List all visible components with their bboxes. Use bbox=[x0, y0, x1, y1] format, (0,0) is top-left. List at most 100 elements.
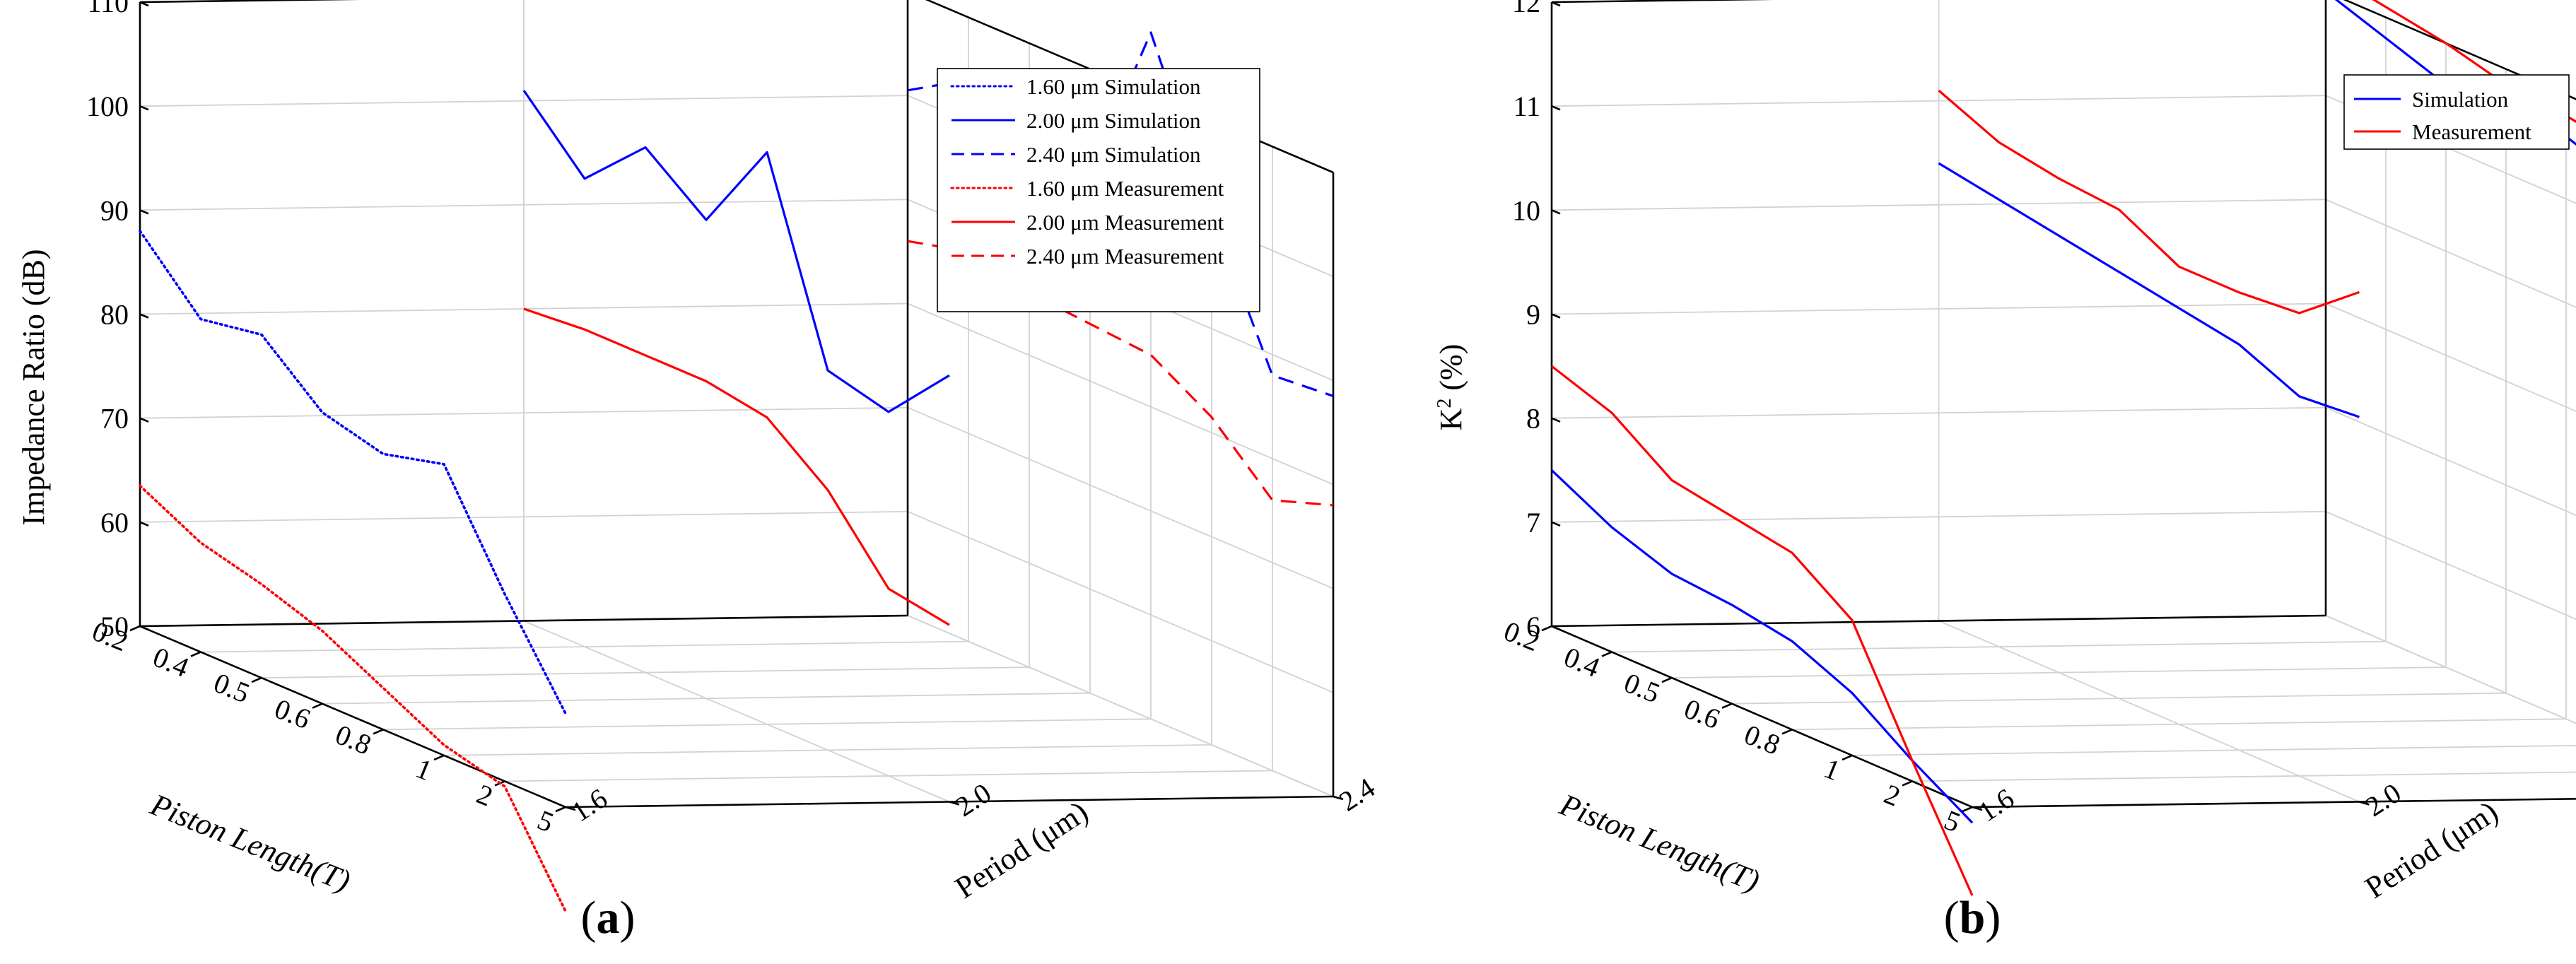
series-line bbox=[139, 229, 567, 715]
gridline bbox=[907, 302, 1334, 486]
y-tick-label: 2.0 bbox=[2360, 777, 2406, 823]
z-tick-label: 80 bbox=[100, 299, 129, 331]
x-tick-label: 0.4 bbox=[1559, 640, 1604, 683]
z-tick-label: 90 bbox=[100, 194, 129, 226]
legend-entry: 2.00 μm Measurement bbox=[1026, 210, 1224, 235]
x-axis-line bbox=[139, 625, 566, 809]
gridline bbox=[907, 406, 1334, 589]
z-tick-mark bbox=[1551, 105, 1561, 111]
x-tick-mark bbox=[1541, 625, 1552, 632]
z-tick-label: 6 bbox=[1526, 611, 1540, 642]
legend-entry: 1.60 μm Measurement bbox=[1026, 176, 1224, 201]
legend-box bbox=[937, 68, 1260, 312]
series-line bbox=[523, 307, 950, 626]
gridline bbox=[1551, 95, 2326, 107]
gridline bbox=[1551, 510, 2326, 523]
panel-label-open: ( bbox=[1944, 892, 1960, 944]
y-tick-label: 1.6 bbox=[566, 782, 612, 828]
panel-b: 0.20.40.50.60.81251.62.02.46789101112Pis… bbox=[1434, 0, 2576, 944]
z-tick-mark bbox=[1551, 521, 1561, 527]
legend: 1.60 μm Simulation 2.00 μm Simulation 2.40… bbox=[937, 68, 1260, 312]
gridline bbox=[1911, 771, 2576, 782]
gridline bbox=[1851, 744, 2576, 756]
gridline bbox=[2325, 510, 2576, 621]
gridline bbox=[907, 615, 1334, 797]
x-tick-label: 0.5 bbox=[209, 666, 254, 709]
z-tick-mark bbox=[1551, 625, 1561, 631]
gridline bbox=[2325, 199, 2576, 308]
gridline bbox=[2325, 406, 2576, 516]
z-tick-label: 110 bbox=[87, 0, 129, 18]
z-tick-mark bbox=[1551, 1, 1561, 7]
z-tick-label: 7 bbox=[1526, 507, 1540, 539]
z-axis-label-main: K bbox=[1434, 408, 1468, 430]
z-tick-label: 9 bbox=[1526, 299, 1540, 331]
box-edge bbox=[1551, 614, 2326, 628]
x-axis-label: Piston Length(T) bbox=[146, 787, 356, 898]
x-tick-label: 0.4 bbox=[148, 640, 193, 683]
gridline bbox=[523, 620, 950, 803]
gridline bbox=[2325, 615, 2576, 724]
x-tick-mark bbox=[190, 651, 201, 657]
panel-label: (a) bbox=[581, 892, 636, 944]
z-tick-mark bbox=[139, 105, 149, 111]
z-tick-label: 50 bbox=[100, 611, 129, 642]
x-tick-mark bbox=[555, 806, 566, 813]
x-tick-mark bbox=[1781, 729, 1793, 735]
z-tick-mark bbox=[139, 209, 149, 215]
series-line bbox=[522, 90, 950, 413]
z-axis-label-tail: (%) bbox=[1434, 344, 1468, 399]
gridline bbox=[1938, 620, 2360, 803]
y-tick-mark bbox=[1333, 795, 1344, 801]
z-tick-label: 8 bbox=[1526, 403, 1540, 435]
series-line bbox=[907, 240, 1334, 507]
z-tick-labels: 6 7 8 9 10 11 12 bbox=[1512, 0, 1561, 642]
box-edge bbox=[139, 0, 361, 4]
x-tick-label: 1 bbox=[1820, 752, 1844, 787]
z-tick-mark bbox=[1551, 209, 1561, 215]
gridline bbox=[1551, 302, 2326, 315]
x-tick-label: 2 bbox=[1880, 778, 1904, 813]
x-tick-label: 0.6 bbox=[1680, 693, 1724, 735]
z-axis-label: K2 (%) bbox=[1434, 344, 1469, 431]
legend-entry: 2.40 μm Simulation bbox=[1026, 142, 1201, 167]
legend-entry: Simulation bbox=[2412, 87, 2509, 112]
gridline bbox=[1551, 406, 2326, 419]
x-tick-label: 2 bbox=[472, 778, 497, 813]
legend-box bbox=[2343, 74, 2570, 150]
panel-label: (b) bbox=[1944, 892, 2001, 944]
gridline bbox=[139, 95, 908, 107]
z-tick-label: 12 bbox=[1512, 0, 1540, 18]
y-tick-labels: 1.6 2.0 2.4 bbox=[565, 772, 1381, 828]
gridline bbox=[139, 406, 908, 419]
gridline bbox=[907, 510, 1334, 693]
x-tick-mark bbox=[1962, 806, 1973, 813]
z-tick-mark bbox=[139, 313, 149, 319]
z-tick-mark bbox=[139, 417, 149, 423]
z-axis-label: Impedance Ratio (dB) bbox=[16, 249, 51, 526]
series-line bbox=[1551, 365, 1974, 896]
x-tick-mark bbox=[433, 754, 445, 761]
y-tick-label: 2.0 bbox=[949, 777, 996, 823]
panel-label-letter: b bbox=[1960, 892, 1986, 944]
x-tick-label: 5 bbox=[533, 804, 558, 838]
z-tick-label: 70 bbox=[100, 403, 129, 435]
legend: Simulation Measurement bbox=[2343, 74, 2570, 150]
z-tick-labels: 50 60 70 80 90 100 110 bbox=[86, 0, 149, 642]
z-axis-label-sup: 2 bbox=[1434, 399, 1456, 408]
box-edge bbox=[1551, 0, 1774, 4]
y-tick-mark bbox=[1972, 806, 1983, 811]
z-tick-label: 11 bbox=[1513, 90, 1540, 122]
x-tick-mark bbox=[1902, 780, 1913, 787]
legend-entry: 2.00 μm Simulation bbox=[1026, 108, 1201, 133]
y-tick-mark bbox=[949, 801, 960, 806]
x-tick-label: 0.8 bbox=[1740, 718, 1784, 760]
legend-entry: 1.60 μm Simulation bbox=[1026, 74, 1201, 99]
x-axis-line bbox=[1551, 625, 1973, 809]
panel-label-close: ) bbox=[620, 892, 636, 944]
x-tick-mark bbox=[1842, 754, 1853, 761]
x-tick-mark bbox=[373, 729, 384, 735]
y-tick-mark bbox=[565, 806, 576, 811]
gridline bbox=[139, 510, 908, 523]
x-tick-label: 0.5 bbox=[1620, 666, 1664, 709]
